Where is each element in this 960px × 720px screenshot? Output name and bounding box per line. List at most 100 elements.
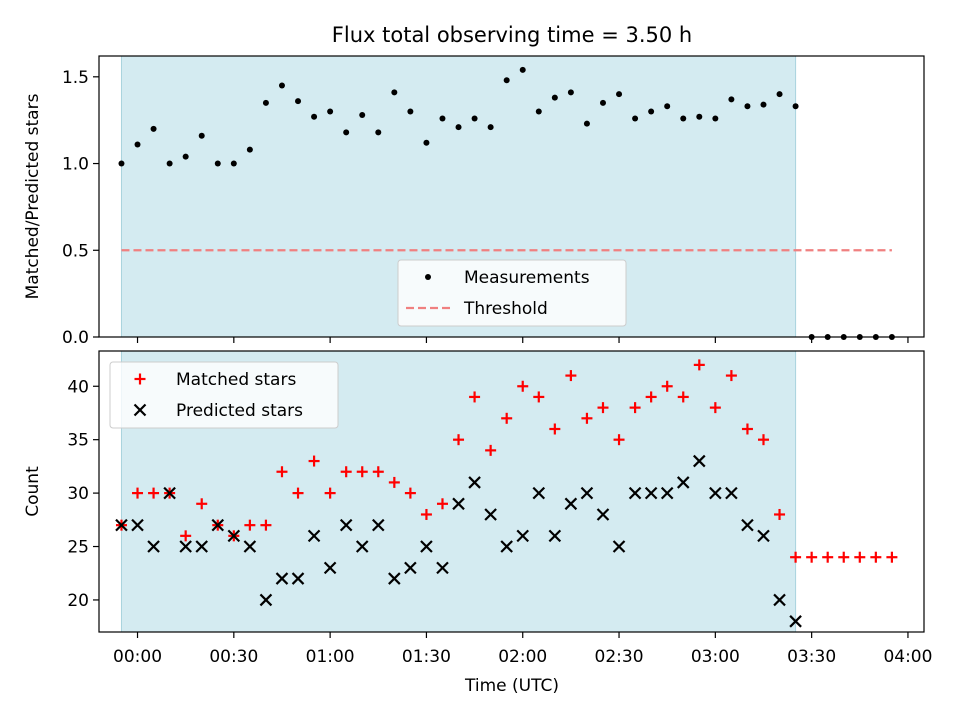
predicted-star-point <box>179 540 192 553</box>
measurement-point <box>182 153 189 160</box>
measurement-point <box>407 108 414 115</box>
predicted-star-point <box>211 518 225 532</box>
top-y-axis-label: Matched/Predicted stars <box>23 93 43 299</box>
measurement-point <box>150 125 157 132</box>
predicted-star-point <box>259 593 273 607</box>
legend-dot-icon <box>425 274 431 280</box>
measurement-point <box>503 77 510 84</box>
matched-star-point <box>244 519 256 531</box>
legend-box <box>397 259 627 327</box>
matched-star-point <box>629 402 641 414</box>
matched-star-point <box>517 380 529 392</box>
measurement-point <box>230 160 237 167</box>
predicted-star-point <box>227 529 241 543</box>
measurement-point <box>423 139 430 146</box>
top-legend: Measurements Threshold <box>397 259 627 327</box>
predicted-star-point <box>564 497 578 511</box>
predicted-star-point <box>789 615 802 628</box>
predicted-star-point <box>548 529 562 543</box>
predicted-star-point <box>484 508 497 521</box>
y-tick-label: 0.5 <box>62 241 89 261</box>
predicted-star-point <box>468 476 481 489</box>
legend-label: Matched stars <box>176 370 296 390</box>
top-plot-area <box>118 66 895 340</box>
measurement-point <box>455 124 462 131</box>
measurement-point <box>648 108 655 115</box>
measurement-point <box>439 115 446 122</box>
bottom-y-ticks: 20 25 30 35 40 <box>67 377 99 611</box>
predicted-star-point <box>436 561 449 575</box>
predicted-star-point <box>628 486 642 500</box>
matched-star-point <box>774 508 786 520</box>
predicted-star-point <box>131 518 144 532</box>
matched-star-point <box>501 412 513 424</box>
predicted-star-point <box>420 540 433 553</box>
legend-label: Predicted stars <box>176 401 303 421</box>
matched-star-point <box>790 551 802 563</box>
predicted-star-point <box>291 572 305 585</box>
y-tick-label: 20 <box>67 591 89 611</box>
measurement-point <box>599 99 606 106</box>
matched-star-point <box>132 487 144 499</box>
bottom-y-axis-label: Count <box>23 466 43 517</box>
measurement-point <box>166 160 173 167</box>
measurement-point <box>134 141 141 148</box>
matched-star-point <box>180 530 192 542</box>
measurement-point <box>391 89 398 96</box>
measurement-point <box>712 115 719 122</box>
predicted-star-point <box>644 486 658 500</box>
matched-star-point <box>822 551 834 563</box>
predicted-star-point <box>516 529 530 543</box>
matched-star-point <box>388 476 400 488</box>
predicted-star-point <box>147 540 160 553</box>
measurement-point <box>583 120 590 127</box>
measurement-point <box>295 98 302 105</box>
measurement-point <box>311 113 318 120</box>
matched-star-point <box>549 423 561 435</box>
predicted-star-point <box>243 540 257 553</box>
measurement-point <box>728 96 735 103</box>
matched-star-point <box>613 434 625 446</box>
matched-star-point <box>693 359 705 371</box>
x-tick-label: 01:00 <box>306 647 355 667</box>
measurement-point <box>535 108 542 115</box>
matched-star-point <box>420 508 432 520</box>
predicted-star-point <box>741 518 754 532</box>
x-tick-label: 01:30 <box>402 647 451 667</box>
matched-star-point <box>148 487 160 499</box>
predicted-star-point <box>580 486 594 500</box>
matched-star-point <box>757 434 769 446</box>
matched-star-point <box>661 380 673 392</box>
x-axis-label: Time (UTC) <box>464 676 559 696</box>
predicted-star-point <box>660 486 674 500</box>
measurement-point <box>616 91 623 98</box>
y-tick-label: 0.0 <box>62 328 89 348</box>
measurement-point <box>680 115 687 122</box>
matched-star-point <box>276 466 288 478</box>
measurement-point <box>278 82 285 89</box>
x-tick-label: 03:30 <box>787 647 836 667</box>
predicted-star-point <box>307 529 321 543</box>
x-tick-label: 03:00 <box>691 647 740 667</box>
x-tick-label: 00:30 <box>209 647 258 667</box>
predicted-star-point <box>709 486 722 500</box>
measurement-point <box>327 108 334 115</box>
matched-star-point <box>581 412 593 424</box>
matched-star-point <box>308 455 320 467</box>
predicted-star-point <box>195 540 209 553</box>
predicted-star-point <box>596 508 610 521</box>
y-tick-label: 1.5 <box>62 68 89 88</box>
measurement-point <box>118 160 125 167</box>
matched-star-point <box>324 487 336 499</box>
top-y-ticks: 0.0 0.5 1.0 1.5 <box>62 68 99 348</box>
matched-star-point <box>886 551 898 563</box>
matched-star-point <box>356 466 368 478</box>
matched-star-point <box>709 402 721 414</box>
matched-star-point <box>838 551 850 563</box>
measurement-point <box>262 99 269 106</box>
matched-star-point <box>260 519 272 531</box>
measurement-point <box>664 103 671 110</box>
top-axes-frame <box>98 55 925 338</box>
legend-label: Threshold <box>463 299 548 319</box>
legend-plus-icon <box>134 373 146 385</box>
